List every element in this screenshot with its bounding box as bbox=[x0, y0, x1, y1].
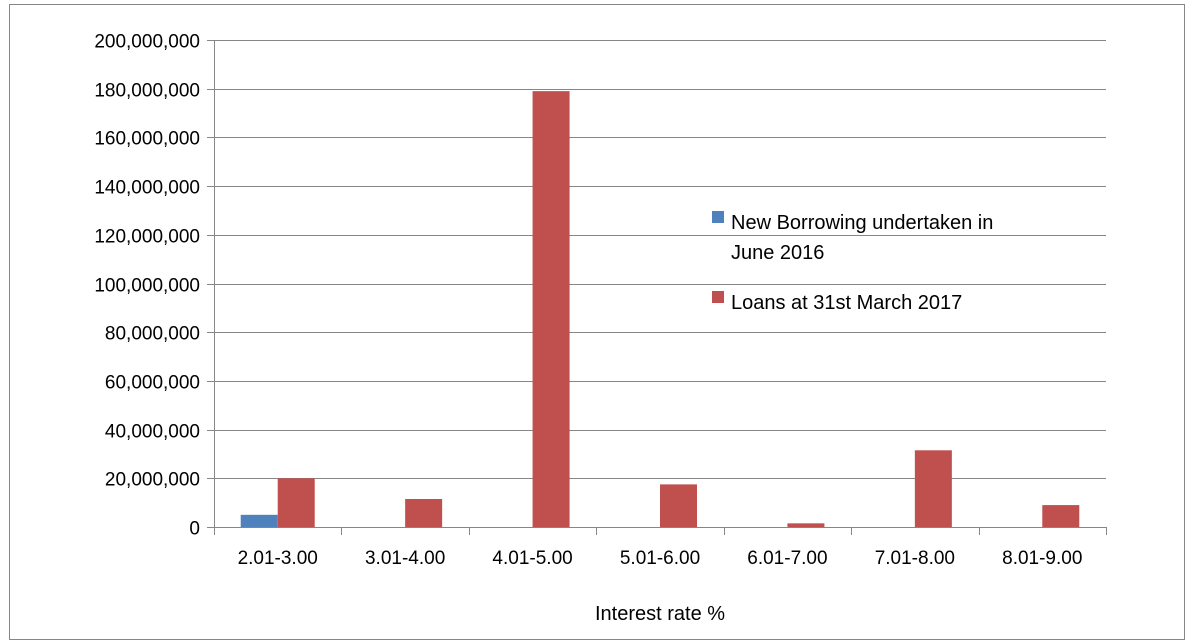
axes bbox=[214, 40, 1106, 528]
y-tick-label: 140,000,000 bbox=[94, 178, 200, 199]
bar-loans bbox=[1042, 505, 1080, 527]
y-tick-labels: 0 20,000,000 40,000,000 60,000,000 80,000,00… bbox=[94, 32, 200, 540]
x-tick-label: 3.01-4.00 bbox=[365, 548, 445, 569]
y-tick-label: 180,000,000 bbox=[94, 81, 200, 102]
legend-swatch bbox=[712, 211, 724, 223]
gridlines bbox=[207, 40, 1107, 535]
bars bbox=[240, 91, 1080, 527]
bar-loans bbox=[405, 498, 443, 527]
bar-loans bbox=[660, 484, 697, 527]
x-tick-label: 5.01-6.00 bbox=[620, 548, 700, 569]
legend-label: June 2016 bbox=[731, 242, 824, 264]
y-tick-label: 120,000,000 bbox=[94, 227, 200, 248]
y-tick-label: 60,000,000 bbox=[105, 373, 200, 394]
y-tick-label: 200,000,000 bbox=[94, 32, 200, 53]
x-tick-label: 7.01-8.00 bbox=[875, 548, 955, 569]
y-tick-label: 20,000,000 bbox=[105, 470, 200, 491]
y-tick-label: 100,000,000 bbox=[94, 276, 200, 297]
y-tick-label: 80,000,000 bbox=[105, 324, 200, 345]
bar-new-borrowing bbox=[240, 514, 278, 527]
x-tick-label: 8.01-9.00 bbox=[1002, 548, 1082, 569]
y-tick-label: 0 bbox=[189, 519, 200, 540]
bar-loans bbox=[532, 91, 570, 527]
bar-loans bbox=[787, 523, 825, 527]
legend-label: Loans at 31st March 2017 bbox=[731, 292, 962, 314]
bar-loans bbox=[914, 450, 952, 527]
x-tick-labels: 2.01-3.00 3.01-4.00 4.01-5.00 5.01-6.00 6.01… bbox=[238, 548, 1083, 569]
x-tick-label: 4.01-5.00 bbox=[492, 548, 572, 569]
y-tick-label: 40,000,000 bbox=[105, 422, 200, 443]
legend-swatch bbox=[712, 291, 724, 303]
x-tick-label: 2.01-3.00 bbox=[238, 548, 318, 569]
y-tick-label: 160,000,000 bbox=[94, 129, 200, 150]
x-axis-title: Interest rate % bbox=[595, 603, 725, 625]
legend-label: New Borrowing undertaken in bbox=[731, 212, 993, 234]
bar-loans bbox=[277, 478, 315, 527]
legend: New Borrowing undertaken in June 2016 Loan… bbox=[712, 211, 993, 314]
x-tick-label: 6.01-7.00 bbox=[747, 548, 827, 569]
